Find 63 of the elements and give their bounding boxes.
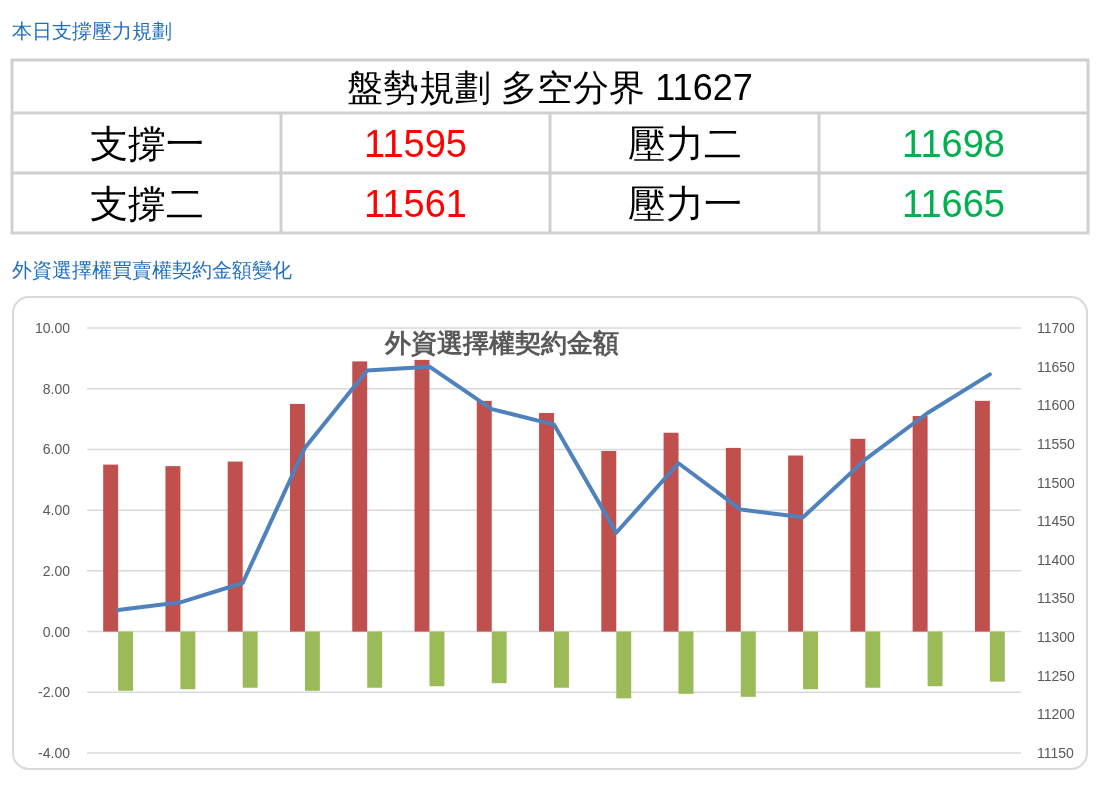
bar: [103, 464, 119, 632]
bar: [165, 466, 181, 632]
bar: [927, 631, 943, 687]
y-tick-label: -4.00: [38, 745, 71, 761]
text: 外資選擇權買賣權契約金額變化: [12, 259, 292, 281]
y2-tick-label: 11150: [1037, 745, 1075, 761]
text: 壓力一: [627, 183, 742, 225]
line-series: [116, 364, 992, 613]
card-title: 本日支撐壓力規劃: [12, 20, 172, 42]
bar: [740, 631, 756, 697]
text: 11698: [902, 123, 1005, 165]
text: 盤勢規劃 多空分界 11627: [347, 66, 753, 108]
bar: [352, 361, 368, 632]
bar: [414, 359, 430, 632]
y-tick-label: 0.00: [42, 623, 71, 640]
text: 支撐二: [89, 183, 204, 225]
bar: [180, 631, 196, 690]
bar: [803, 631, 819, 690]
bar: [227, 461, 243, 632]
bar: [118, 631, 134, 691]
y2-tick-label: 11600: [1037, 397, 1076, 414]
text: 支撐一: [89, 123, 204, 165]
y-tick-label: 6.00: [42, 441, 71, 458]
y2-tick-label: 11400: [1037, 551, 1076, 568]
y2-tick-label: 11550: [1037, 435, 1076, 452]
bar: [616, 631, 632, 699]
bar: [289, 403, 305, 632]
bar: [554, 631, 569, 688]
y-tick-label: -2.00: [38, 684, 71, 701]
text: 11561: [364, 183, 467, 225]
bar: [491, 631, 507, 684]
y2-tick-label: 11200: [1037, 706, 1076, 723]
y2-tick-label: 11450: [1037, 513, 1076, 530]
bar: [367, 631, 383, 688]
y-tick-label: 4.00: [42, 502, 71, 519]
bar: [678, 631, 694, 694]
bar: [476, 400, 492, 632]
bar: [429, 631, 445, 687]
bar: [663, 432, 679, 632]
bar: [725, 447, 741, 632]
y2-tick-label: 11250: [1037, 667, 1076, 684]
y-tick-label: 8.00: [42, 380, 71, 397]
bar: [539, 413, 554, 632]
y-tick-label: 10.00: [34, 320, 71, 336]
bar: [304, 631, 320, 691]
y2-tick-label: 11500: [1037, 474, 1076, 491]
bar: [788, 455, 804, 632]
y2-tick-label: 11700: [1037, 320, 1076, 336]
y2-tick-label: 11350: [1037, 590, 1076, 607]
y2-tick-label: 11650: [1037, 358, 1076, 375]
y-tick-label: 2.00: [42, 562, 71, 579]
text: 11595: [364, 123, 467, 165]
y2-tick-label: 11300: [1037, 629, 1076, 646]
text: 壓力二: [627, 123, 742, 165]
chart-title: 外資選擇權契約金額: [384, 328, 619, 358]
bar: [865, 631, 881, 688]
text: 11665: [902, 183, 1005, 225]
bar: [912, 416, 928, 632]
bar: [850, 438, 866, 632]
bar: [974, 400, 990, 632]
bar: [989, 631, 1005, 682]
bar: [242, 631, 258, 688]
bar: [601, 450, 617, 632]
